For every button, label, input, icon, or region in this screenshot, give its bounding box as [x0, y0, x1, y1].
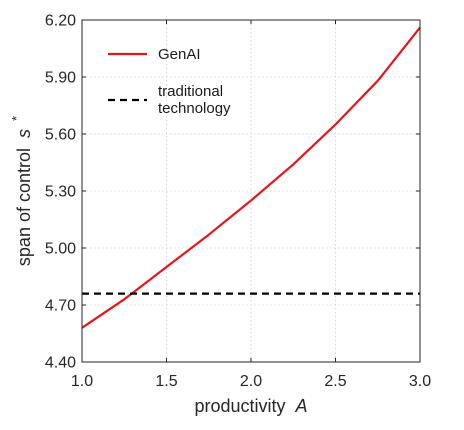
x-axis-label-var: A — [295, 396, 308, 416]
y-axis-label-sup: * — [9, 116, 24, 121]
series-layer — [81, 26, 421, 329]
legend-label-traditional-technology: traditional technology — [158, 83, 231, 117]
x-axis-label: productivity A — [194, 396, 307, 416]
x-tick-label: 3.0 — [409, 373, 431, 390]
legend: GenAI traditional technology — [108, 46, 231, 117]
tick-marks — [81, 19, 421, 363]
x-tick-label: 2.5 — [324, 373, 346, 390]
x-tick-label: 1.0 — [71, 373, 93, 390]
x-tick-labels: 1.0 1.5 2.0 2.5 3.0 — [71, 373, 431, 390]
legend-label-genai: GenAI — [158, 46, 201, 63]
legend-label-line-2: technology — [158, 100, 231, 117]
y-tick-label: 5.00 — [45, 241, 76, 258]
grid — [81, 19, 421, 363]
x-tick-label: 2.0 — [240, 373, 262, 390]
y-axis-label: span of control s * — [9, 116, 34, 266]
y-tick-label: 5.90 — [45, 70, 76, 87]
y-tick-label: 5.30 — [45, 184, 76, 201]
y-tick-labels: 4.40 4.70 5.00 5.30 5.60 5.90 6.20 — [45, 13, 76, 372]
series-line-genai — [81, 26, 421, 329]
y-tick-label: 6.20 — [45, 13, 76, 30]
y-tick-label: 5.60 — [45, 127, 76, 144]
y-tick-label: 4.40 — [45, 355, 76, 372]
legend-label-line-1: traditional — [158, 83, 223, 100]
y-axis-label-var: s — [14, 129, 34, 138]
x-axis-label-text: productivity — [194, 396, 285, 416]
x-tick-label: 1.5 — [155, 373, 177, 390]
y-axis-label-text: span of control — [14, 148, 34, 266]
y-tick-label: 4.70 — [45, 298, 76, 315]
